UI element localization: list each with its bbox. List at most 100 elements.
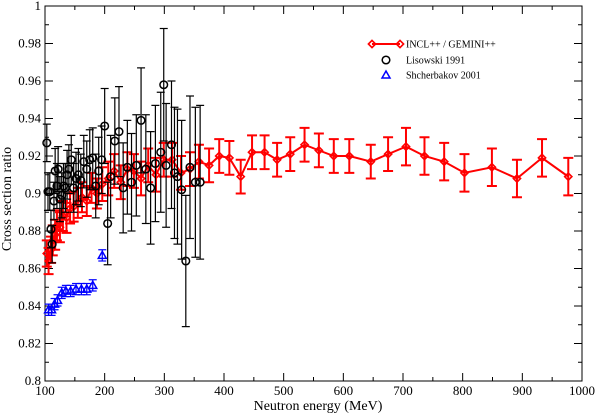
- data-point: [87, 279, 99, 290]
- data-point: [131, 160, 141, 170]
- ticks: 100 200 300 400 500 600 700 800 900 1000 0.8 0.82 0.…: [18, 0, 595, 398]
- data-point: [419, 151, 430, 161]
- legend-marker: [381, 55, 391, 65]
- data-point: [103, 218, 113, 229]
- x-axis-label: Neutron energy (MeV): [254, 399, 383, 414]
- data-point: [177, 185, 187, 195]
- axes: [44, 5, 583, 382]
- data-point: [52, 294, 63, 305]
- x-tick-label: 400: [214, 383, 234, 398]
- data-point: [195, 177, 205, 187]
- data-point: [563, 171, 574, 182]
- data-point: [383, 149, 393, 159]
- y-tick-label: 0.82: [18, 336, 41, 351]
- y-tick-label: 0.92: [18, 148, 41, 163]
- data-point: [76, 283, 87, 293]
- x-tick-label: 600: [334, 383, 354, 398]
- data-point: [537, 153, 547, 163]
- data-point: [401, 141, 411, 152]
- legend-marker: [380, 69, 392, 79]
- y-tick-label: 0.8: [25, 373, 41, 388]
- y-tick-label: 0.94: [18, 111, 41, 126]
- y-tick-label: 1: [35, 0, 42, 13]
- x-tick-label: 300: [155, 383, 175, 398]
- data-point: [329, 151, 339, 161]
- data-point: [224, 153, 235, 163]
- data-point: [439, 156, 449, 167]
- data-point: [194, 156, 204, 167]
- x-tick-label: 800: [453, 383, 473, 398]
- data-point: [181, 256, 191, 266]
- data-point: [52, 181, 62, 191]
- data-point: [141, 164, 151, 174]
- data-point: [64, 164, 74, 174]
- y-tick-label: 0.84: [18, 298, 41, 313]
- legend-label: Lisowski 1991: [406, 56, 465, 67]
- y-axis-label: Cross section ratio: [0, 147, 15, 251]
- data-point: [459, 168, 470, 178]
- legend-label: Shcherbakov 2001: [406, 71, 481, 82]
- data-point: [100, 121, 110, 131]
- data-point: [69, 183, 79, 193]
- data-point: [156, 147, 166, 157]
- data-point: [92, 188, 102, 199]
- data-point: [114, 127, 124, 137]
- data-point: [61, 213, 72, 223]
- data-point: [146, 183, 156, 193]
- data-point: [47, 239, 57, 249]
- data-point: [136, 115, 146, 125]
- data-point: [56, 287, 67, 297]
- data-point: [314, 145, 324, 156]
- data-point: [259, 147, 270, 157]
- data-point: [247, 147, 257, 157]
- data-point: [235, 171, 246, 182]
- data-point: [76, 175, 86, 185]
- data-point: [79, 157, 89, 167]
- data-point: [159, 80, 169, 90]
- x-tick-label: 100: [35, 383, 55, 398]
- legend-marker: [367, 39, 377, 49]
- data-point: [82, 196, 92, 206]
- data-point: [126, 177, 137, 187]
- data-point: [91, 181, 101, 191]
- data-point: [166, 140, 177, 150]
- plot-frame: [44, 5, 583, 382]
- data-point: [94, 166, 104, 176]
- data-point: [299, 140, 310, 150]
- x-tick-label: 1000: [569, 383, 595, 398]
- data-point: [161, 160, 171, 170]
- series-0: [41, 126, 574, 276]
- series-2: [43, 249, 108, 316]
- data-point: [82, 164, 92, 174]
- x-tick-label: 900: [513, 383, 533, 398]
- x-tick-label: 200: [95, 383, 115, 398]
- series-1: [42, 27, 205, 328]
- data-point: [42, 138, 52, 148]
- x-tick-label: 700: [393, 383, 413, 398]
- y-tick-label: 0.98: [18, 36, 41, 51]
- data-point: [487, 162, 497, 172]
- data-point: [73, 170, 83, 180]
- data-point: [190, 177, 200, 187]
- data-point: [136, 173, 146, 184]
- data-point: [185, 162, 195, 172]
- data-point: [344, 151, 355, 161]
- legend-label: INCL++ / GEMINI++: [406, 40, 496, 51]
- data-point: [285, 149, 295, 159]
- data-point: [512, 173, 522, 184]
- x-tick-label: 500: [274, 383, 294, 398]
- data-point: [272, 155, 282, 165]
- y-tick-label: 0.86: [18, 261, 41, 276]
- data-point: [214, 151, 224, 161]
- data-point: [150, 158, 160, 169]
- y-tick-label: 0.9: [25, 186, 41, 201]
- legend: INCL++ / GEMINI++ Lisowski 1991 Shcherbako…: [367, 39, 496, 82]
- data-point: [366, 156, 376, 167]
- plot-area: [41, 27, 574, 328]
- data-point: [49, 196, 59, 206]
- y-tick-label: 0.88: [18, 223, 41, 238]
- data-point: [204, 160, 214, 171]
- data-point: [86, 183, 97, 193]
- y-tick-label: 0.96: [18, 73, 41, 88]
